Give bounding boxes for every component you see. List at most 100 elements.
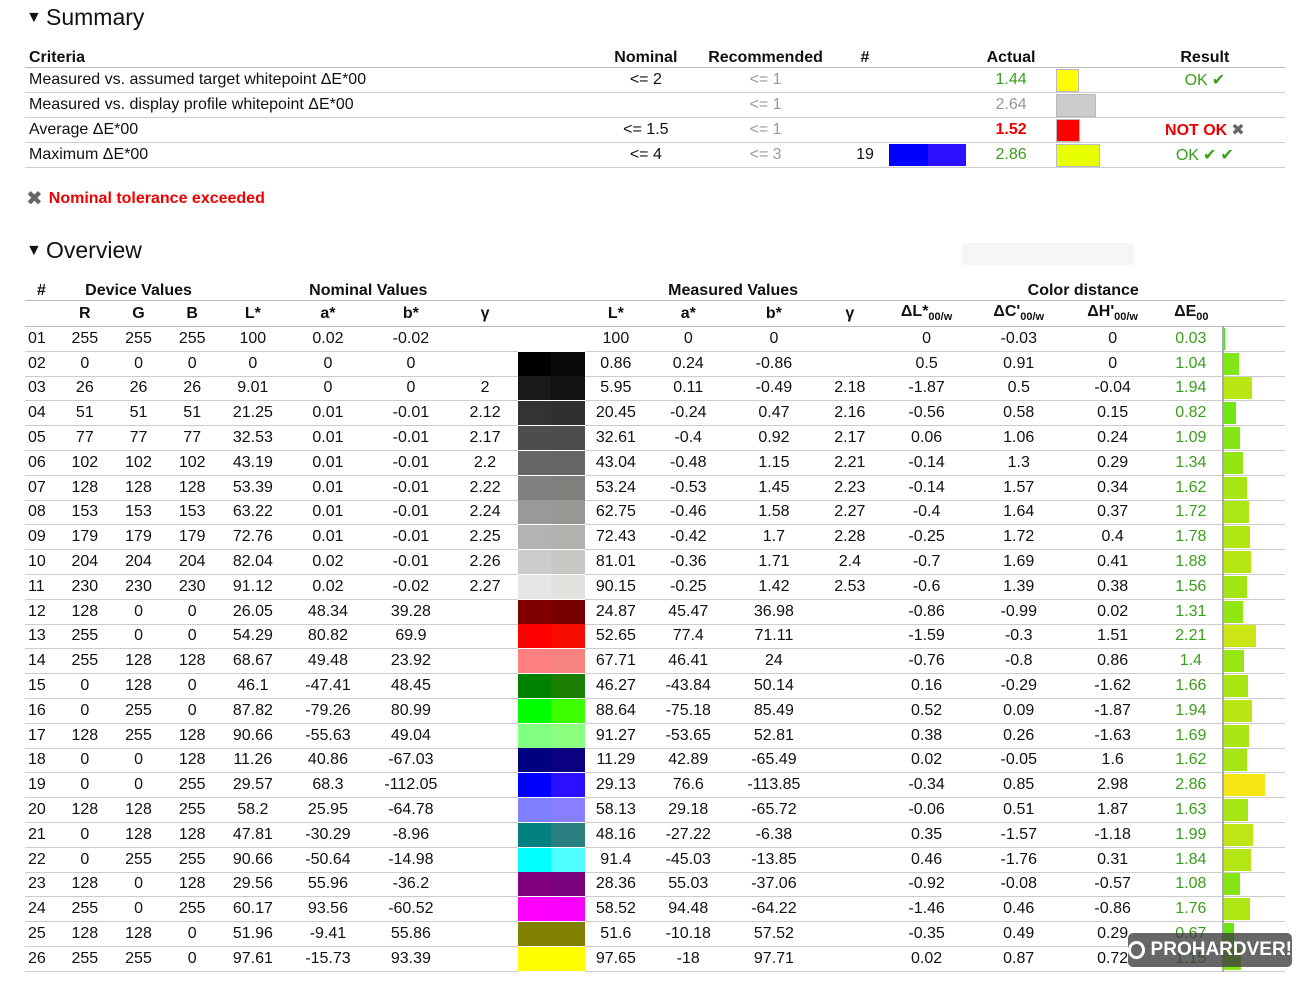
delta-e-bar [1224,327,1226,350]
delta-c-cell: 0.85 [971,772,1066,799]
nominal-swatch [517,798,552,823]
measured-swatch [551,946,585,971]
tolerance-message: Nominal tolerance exceeded [48,189,265,207]
measured-b-cell: 50.14 [729,673,819,699]
delta-h-cell: -0.86 [1065,896,1160,923]
nominal-gamma-cell: 2.12 [452,400,518,427]
measured-gamma-cell [818,896,882,923]
r-cell: 179 [57,524,112,551]
measured-gamma-cell [818,872,882,898]
delta-e-bar-cell [1222,673,1285,699]
delta-l-cell: -0.35 [881,921,972,947]
result-cell [1124,92,1285,118]
b-header: B [165,300,220,327]
measured-a-header: a* [646,300,730,327]
criteria-cell: Average ΔE*00 [25,117,602,143]
delta-e-cell: 1.76 [1159,896,1224,923]
color-swatch-cell [517,773,585,798]
overview-section-toggle[interactable]: ▼ Overview [26,237,142,264]
r-cell: 128 [57,475,112,501]
measured-b-cell: 1.42 [729,574,819,600]
result-cell: OK ✔ ✔ [1124,142,1285,168]
color-swatch [517,475,585,500]
result-header: Result [1124,43,1285,68]
nominal-l-cell: 46.1 [219,673,287,699]
nominal-l-cell: 9.01 [219,376,287,402]
delta-l-cell: 0.5 [881,351,972,377]
measured-b-cell: -6.38 [729,822,819,848]
delta-l-cell: 0.52 [881,698,972,724]
color-swatch-cell [517,351,585,376]
color-swatch-cell [517,649,585,674]
recommended-cell: <= 3 [690,142,841,168]
nominal-b-cell: 55.86 [369,921,453,947]
nominal-swatch [517,922,552,947]
delta-e-bar [1224,526,1251,549]
count-swatch-cell [889,67,967,93]
measured-a-cell: 0 [646,326,730,352]
overview-row: 19 0 0 255 29.57 68.3 -112.05 29.13 76.6 -113.85-… [25,772,1285,799]
result-cell: NOT OK ✖ [1124,117,1285,143]
color-swatch [517,624,585,649]
delta-e-cell: 1.62 [1159,748,1224,774]
nominal-gamma-cell [452,822,518,848]
delta-c-cell: -0.03 [971,326,1066,352]
measured-l-cell: 24.87 [584,599,647,625]
nominal-b-cell: -36.2 [369,872,453,898]
g-cell: 51 [111,400,166,427]
delta-e-bar [1224,724,1250,747]
delta-e-bar-cell [1222,500,1285,526]
delta-l-cell: -0.76 [881,648,972,675]
measured-l-cell: 5.95 [584,376,647,402]
color-swatch-cell [517,401,585,426]
actual-bar-cell [1055,92,1125,118]
nominal-b-cell: -67.03 [369,748,453,774]
measured-b-cell: 1.15 [729,450,819,476]
r-cell: 0 [57,748,112,774]
delta-l-cell: -0.7 [881,549,972,575]
color-swatch [517,773,585,798]
check-icon: ✔ [1220,147,1234,164]
nominal-a-cell: 0 [286,351,370,377]
delta-e-cell: 1.09 [1159,425,1224,451]
g-cell: 0 [111,351,166,377]
delta-h-cell: 0.02 [1065,599,1160,625]
delta-l-cell: -0.92 [881,872,972,898]
measured-gamma-cell: 2.21 [818,450,882,476]
measured-l-cell: 43.04 [584,450,647,476]
measured-gamma-cell: 2.28 [818,524,882,551]
index-cell: 12 [25,599,58,625]
nominal-b-cell: -0.01 [369,500,453,526]
delta-h-cell: 0 [1065,351,1160,377]
delta-c-cell: 0.49 [971,921,1066,947]
nominal-l-cell: 72.76 [219,524,287,551]
delta-e-cell: 1.88 [1159,549,1224,575]
color-swatch [517,525,585,550]
delta-l-cell: -0.14 [881,475,972,501]
summary-section-toggle[interactable]: ▼ Summary [26,4,144,31]
nominal-a-cell: -55.63 [286,723,370,749]
nominal-swatch [517,748,552,773]
measured-l-cell: 46.27 [584,673,647,699]
color-swatch-cell [517,822,585,847]
g-cell: 179 [111,524,166,551]
delta-c-cell: 1.06 [971,425,1066,451]
overview-title: Overview [46,237,142,263]
actual-bar-cell [1055,142,1125,168]
measured-swatch [551,500,585,525]
delta-e-bar-cell [1222,549,1285,575]
nominal-swatch [517,624,552,649]
nominal-a-cell: 0.01 [286,400,370,427]
criteria-header: Criteria [25,43,602,68]
nominal-gamma-cell: 2.26 [452,549,518,575]
color-swatch [517,674,585,699]
delta-l-cell: -0.25 [881,524,972,551]
color-swatch [517,822,585,847]
measured-a-cell: -0.24 [646,400,730,427]
overview-row: 06 102 102 102 43.19 0.01 -0.01 2.2 43.04 -0.48 1.… [25,450,1285,476]
index-cell: 06 [25,450,58,476]
r-cell: 255 [57,648,112,675]
nominal-b-cell: 80.99 [369,698,453,724]
nominal-a-cell: 93.56 [286,896,370,923]
nominal-gamma-cell: 2.24 [452,500,518,526]
